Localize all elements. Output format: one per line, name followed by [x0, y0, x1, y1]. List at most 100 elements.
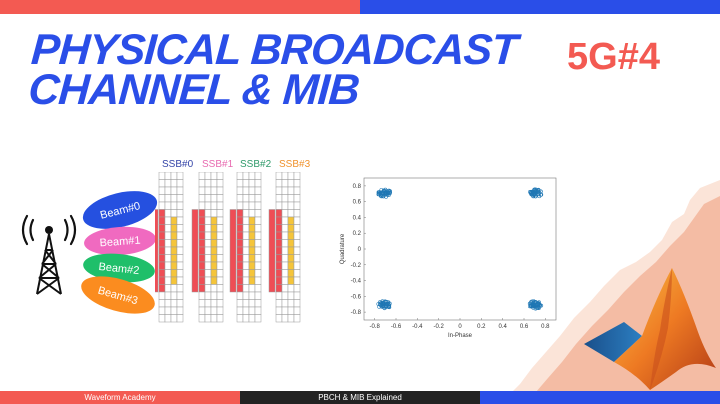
ssb-resource-element — [170, 284, 178, 293]
ssb-resource-element — [281, 216, 289, 225]
ssb-resource-element — [158, 291, 166, 300]
ssb-resource-element — [242, 276, 250, 285]
ssb-resource-element — [281, 209, 289, 218]
ssb-resource-element — [204, 246, 212, 255]
ssb-resource-element — [158, 194, 166, 203]
constellation-point — [536, 301, 540, 306]
footer-right — [480, 391, 720, 404]
constellation-point — [381, 301, 386, 306]
ssb-resource-element — [210, 269, 218, 278]
ssb-resource-element — [210, 314, 218, 323]
constellation-point — [378, 194, 383, 198]
ssb-resource-element — [216, 299, 224, 308]
ssb-resource-element — [198, 172, 206, 180]
ssb-resource-element — [176, 179, 184, 188]
ssb-resource-element — [198, 224, 206, 233]
ssb-resource-element — [281, 194, 289, 203]
ssb-resource-element — [236, 284, 244, 293]
ssb-resource-element — [287, 201, 295, 210]
ssb-resource-element — [254, 194, 262, 203]
ssb-resource-element — [204, 314, 212, 323]
top-bar-left — [0, 0, 360, 14]
ssb-resource-element — [281, 284, 289, 293]
ssb-resource-element — [248, 186, 256, 195]
plot-area — [363, 177, 557, 321]
ssb-resource-element — [164, 209, 172, 218]
footer-episode-subtitle: PBCH & MIB Explained — [318, 393, 402, 402]
x-tick-label: -0.6 — [391, 324, 402, 330]
ssb-resource-element — [176, 314, 184, 323]
ssb-resource-element — [242, 194, 250, 203]
y-tick-label: 0 — [358, 247, 362, 253]
ssb-resource-element — [242, 254, 250, 263]
ssb-resource-element — [254, 254, 262, 263]
ssb-resource-element — [287, 209, 295, 218]
ssb-resource-element — [287, 314, 295, 323]
ssb-resource-element — [254, 209, 262, 218]
ssb-resource-element — [204, 276, 212, 285]
ssb-resource-element — [281, 172, 289, 180]
ssb-resource-element — [176, 224, 184, 233]
ssb-resource-element — [176, 172, 184, 180]
ssb-resource-element — [176, 216, 184, 225]
ssb-resource-element — [216, 314, 224, 323]
ssb-resource-element — [170, 239, 178, 248]
ssb-resource-element — [216, 172, 224, 180]
ssb-resource-element — [170, 231, 178, 240]
ssb-resource-element — [287, 306, 295, 315]
ssb-resource-element — [216, 261, 224, 270]
ssb-resource-element — [275, 224, 283, 233]
ssb-resource-element — [158, 201, 166, 210]
ssb-resource-element — [236, 239, 244, 248]
ssb-resource-element — [281, 306, 289, 315]
ssb-resource-element — [287, 261, 295, 270]
ssb-resource-element — [170, 209, 178, 218]
ssb-resource-element — [198, 314, 206, 323]
ssb-resource-element — [158, 261, 166, 270]
ssb-resource-element — [170, 172, 178, 180]
ssb-resource-element — [242, 216, 250, 225]
ssb-resource-element — [287, 186, 295, 195]
ssb-resource-element — [293, 291, 301, 300]
beam-3: Beam#3 — [81, 276, 155, 314]
ssb-resource-element — [275, 186, 283, 195]
ssb-resource-element — [158, 231, 166, 240]
ssb-resource-element — [198, 306, 206, 315]
ssb-resource-element — [242, 246, 250, 255]
ssb-resource-element — [236, 261, 244, 270]
ssb-resource-element — [275, 179, 283, 188]
ssb-resource-element — [281, 179, 289, 188]
ssb-resource-element — [170, 194, 178, 203]
ssb-resource-element — [210, 254, 218, 263]
y-axis-label: Quadrature — [340, 233, 346, 264]
x-tick-label: 0.6 — [520, 324, 529, 330]
ssb-resource-element — [164, 216, 172, 225]
ssb-resource-element — [204, 209, 212, 218]
ssb-resource-element — [254, 291, 262, 300]
ssb-grid-1 — [191, 172, 224, 323]
ssb-resource-element — [242, 291, 250, 300]
ssb-resource-element — [216, 216, 224, 225]
ssb-resource-element — [170, 224, 178, 233]
ssb-resource-element — [164, 179, 172, 188]
ssb-resource-element — [287, 231, 295, 240]
ssb-resource-element — [164, 284, 172, 293]
ssb-resource-element — [281, 246, 289, 255]
ssb-resource-element — [210, 224, 218, 233]
ssb-resource-element — [176, 239, 184, 248]
ssb-resource-element — [204, 179, 212, 188]
ssb-resource-element — [198, 201, 206, 210]
ssb-resource-element — [293, 314, 301, 323]
ssb-resource-element — [293, 216, 301, 225]
ssb-resource-element — [158, 179, 166, 188]
ssb-resource-element — [248, 209, 256, 218]
ssb-resource-element — [287, 172, 295, 180]
ssb-resource-element — [275, 231, 283, 240]
beam-1: Beam#1 — [84, 226, 156, 256]
y-tick-label: -0.4 — [351, 279, 362, 285]
ssb-resource-element — [254, 306, 262, 315]
ssb-resource-element — [164, 254, 172, 263]
ssb-resource-element — [254, 172, 262, 180]
ssb-resource-element — [242, 269, 250, 278]
ssb-resource-element — [204, 172, 212, 180]
